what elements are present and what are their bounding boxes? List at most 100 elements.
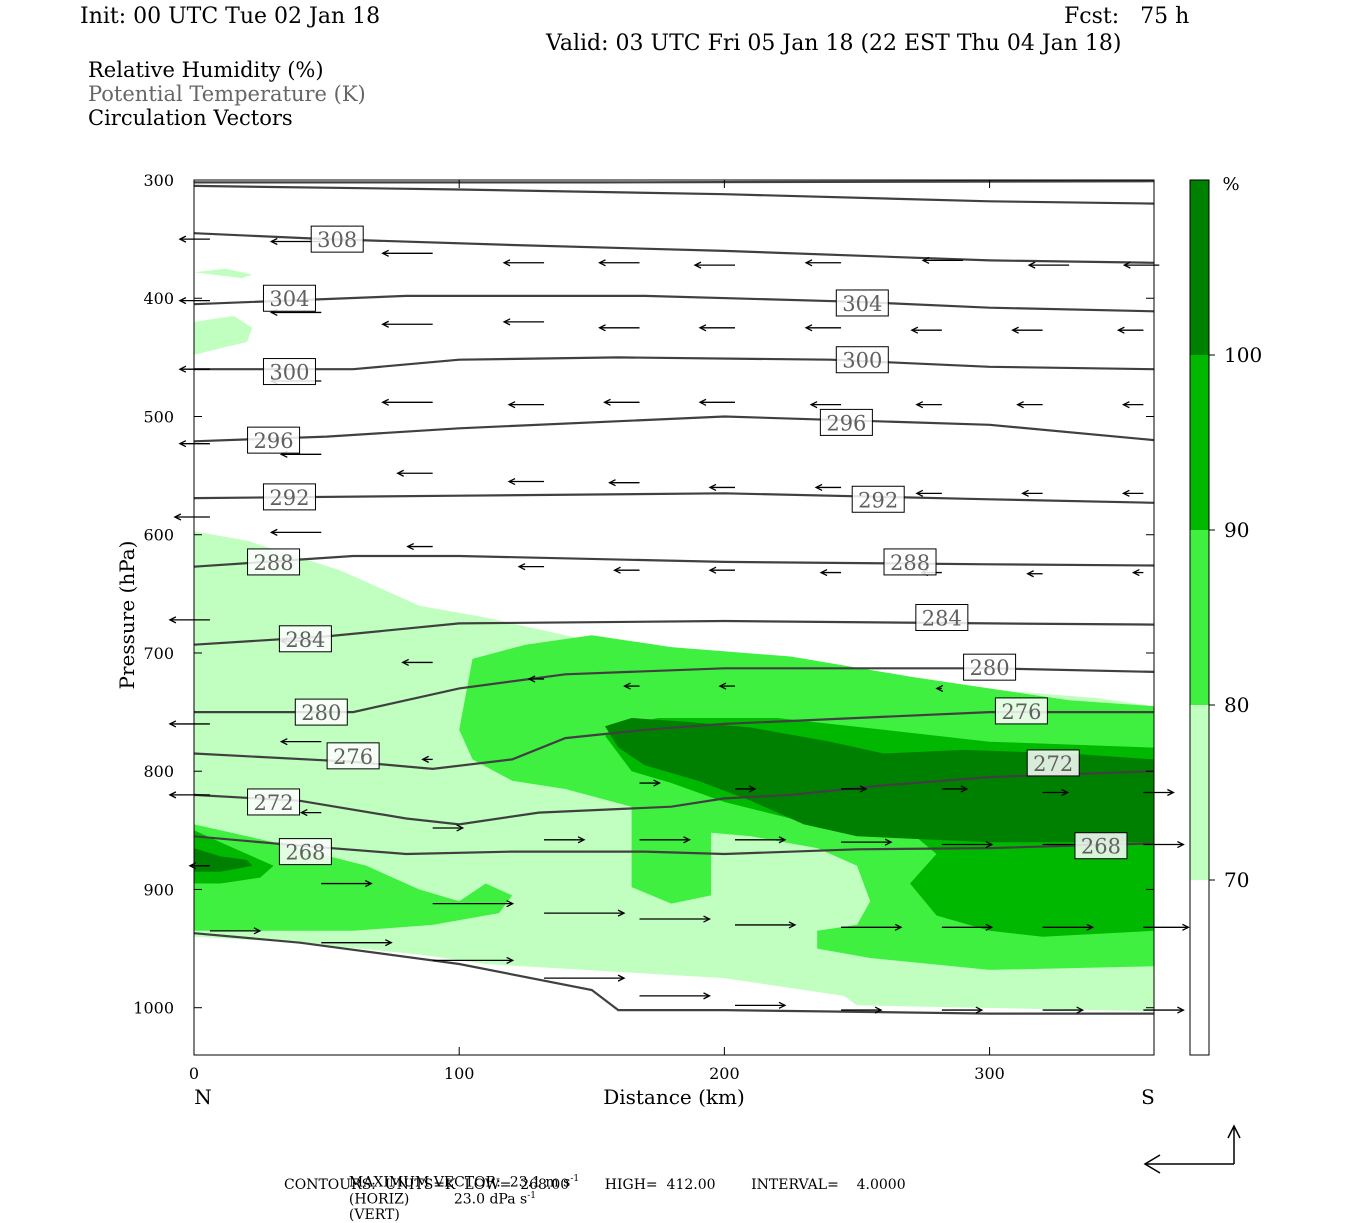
y-tick-label: 400 [143,289,174,308]
theta-label-box [1026,749,1080,777]
theta-label-box [326,742,380,770]
theta-contour-312 [193,184,1155,205]
vector-head [598,324,606,332]
theta-label-box [278,838,332,866]
theta-label-text: 308 [317,228,357,252]
x-axis-label: Distance (km) [603,1085,745,1109]
vector-head [1016,401,1024,409]
theta-contour-292 [193,492,1155,504]
theta-label-text: 272 [254,791,294,815]
circulation-vector [178,297,210,305]
circulation-vector [1011,326,1043,334]
circulation-vector [941,840,994,849]
theta-label-box [915,604,969,631]
circulation-vector [1042,788,1070,797]
vector-head [859,785,868,793]
circulation-vector [623,682,640,690]
theta-label: 292 [851,485,905,513]
circulation-vector [544,836,586,844]
vector-head [921,256,930,264]
theta-label: 304 [835,289,889,317]
theta-label: 280 [294,698,348,726]
valid-time: Valid: 03 UTC Fri 05 Jan 18 (22 EST Thu … [546,31,1122,56]
vector-head [517,563,526,571]
circulation-vector [734,921,797,929]
vector-head [381,249,389,257]
vector-head [396,469,404,477]
theta-label: 300 [835,346,889,374]
vector-head [915,489,924,497]
vector-head [168,720,177,728]
theta-label-text: 304 [269,287,309,311]
vector-head [1027,261,1036,269]
vector-head [381,320,389,328]
circulation-vector [209,927,262,935]
y-tick-label: 700 [143,644,174,663]
vector-head [401,658,409,667]
axes-layer: 300 400 500 600 700 800 900 1000 0 100 200 300 [133,171,1154,1083]
vector-head [502,259,511,267]
vector-head [718,682,727,690]
theta-contour-268 [193,835,1155,856]
theta-label-text: 300 [269,361,309,385]
vector-head [788,921,797,929]
vector-head [698,398,707,406]
vector-head [502,318,511,326]
theta-label: 288 [247,548,301,576]
circulation-vector [809,401,842,409]
theta-label: 300 [262,358,316,386]
vector-head [381,398,389,406]
circulation-vector [841,785,868,793]
theta-contour-296 [193,415,1155,443]
vector-head [910,326,919,334]
circulation-vector [507,401,545,409]
circulation-vector [1121,489,1144,497]
circulation-vector [1016,401,1043,409]
theta-label-box [963,653,1017,681]
vector-head [1122,261,1131,269]
circulation-vector [1116,326,1144,334]
vector-head [269,528,278,536]
circulation-vector [1131,568,1144,577]
theta-contour-310 [194,180,1155,184]
circulation-vector [1143,840,1185,849]
vector-head [778,1001,787,1009]
colorbar-unit: % [1222,174,1239,195]
vector-head [1061,788,1070,797]
vector-head [708,483,717,492]
colorbar-segment [1190,530,1209,705]
theta-label-box [262,284,316,312]
theta-label-text: 272 [1033,752,1073,776]
circulation-vector [841,838,893,846]
colorbar-segment [1190,880,1209,1055]
vector-head [1086,923,1095,931]
circulation-vector [173,513,210,521]
circulation-vector [507,477,545,486]
theta-contour-304 [193,294,1155,313]
legend-circulation-vectors: Circulation Vectors [88,106,293,130]
vector-head [608,479,616,487]
vector-head [778,836,787,844]
circulation-vector [432,956,515,964]
y-tick-label: 1000 [133,999,174,1018]
colorbar-segment [1190,705,1209,880]
theta-label: 296 [819,408,873,436]
vector-head [173,513,182,521]
theta-label: 304 [262,284,316,312]
circulation-vector [814,483,842,492]
theta-label-box [247,788,301,816]
circulation-vector [598,259,640,267]
theta-label-text: 268 [1081,835,1121,859]
theta-label-box [278,625,332,653]
circulation-vector [819,568,842,577]
colorbar-level-label: 70 [1224,868,1249,892]
circulation-vector [321,939,393,947]
circulation-vector [921,256,964,264]
theta-label-layer: 308 304 304 300 300 296 296 292 292 288 288 284 284 2… [247,225,1128,866]
circulation-vector [941,785,969,793]
south-label: S [1141,1085,1155,1109]
theta-contour-308 [193,232,1155,264]
circulation-vector [693,261,735,269]
theta-label-text: 288 [254,551,294,575]
circulation-vector [734,785,757,793]
